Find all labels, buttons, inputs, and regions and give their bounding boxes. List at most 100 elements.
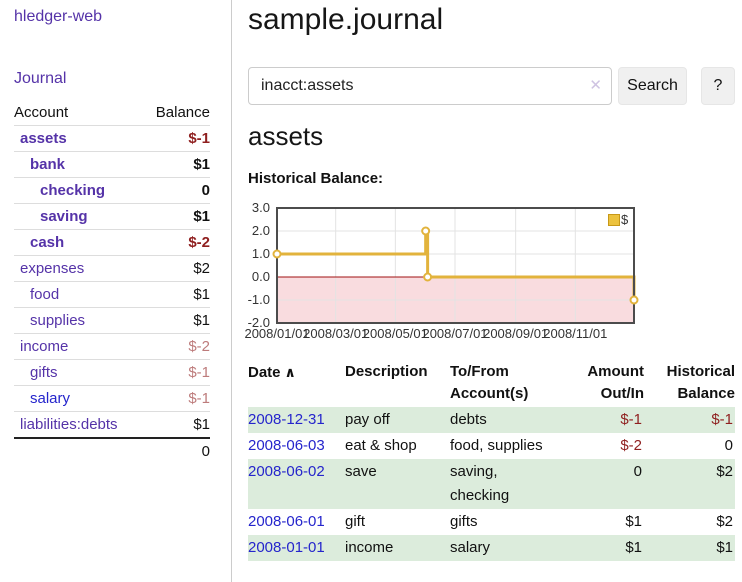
account-link-expenses[interactable]: expenses: [20, 260, 85, 277]
accounts-total-row: 0: [14, 437, 210, 464]
transaction-accounts: salary: [450, 535, 560, 561]
historical-balance-chart: 3.0 2.0 1.0 0.0 -1.0 -2.0 2008/01/01 2008/03/01…: [240, 199, 742, 347]
accounts-total-value: 0: [142, 437, 210, 464]
account-row: expenses $2: [14, 255, 210, 282]
chart-plot-area: [272, 207, 639, 324]
transaction-balance: $2: [644, 459, 735, 509]
y-axis-tick: 0.0: [251, 269, 270, 284]
search-form: ✕ Search ?: [248, 67, 735, 105]
accounts-table: Account Balance assets $-1 bank $1 checking 0…: [14, 100, 210, 464]
x-axis-tick: 2008/09/01: [483, 326, 549, 341]
account-link-supplies[interactable]: supplies: [30, 312, 86, 329]
account-link-salary[interactable]: salary: [30, 390, 71, 407]
transaction-accounts: saving, checking: [450, 459, 560, 509]
sort-ascending-icon: ∧: [284, 364, 296, 380]
account-row: gifts $-1: [14, 359, 210, 386]
search-field-wrap: ✕: [248, 67, 612, 105]
account-row: food $1: [14, 281, 210, 308]
account-link-assets[interactable]: assets: [20, 130, 67, 147]
account-link-checking[interactable]: checking: [40, 182, 106, 199]
register-header-amount-out-in: Amount Out/In: [587, 363, 644, 402]
sidebar-item-journal[interactable]: Journal: [14, 70, 67, 87]
account-link-income[interactable]: income: [20, 338, 69, 355]
data-point-marker: [421, 226, 431, 236]
sidebar: hledger-web Journal Account Balance asse…: [0, 0, 232, 582]
transaction-description: eat & shop: [345, 437, 417, 454]
account-link-bank[interactable]: bank: [30, 156, 66, 173]
account-row: salary $-1: [14, 385, 210, 412]
transaction-amount: 0: [560, 459, 644, 509]
register-row: 2008-06-03 eat & shop food, supplies $-2 0: [248, 433, 735, 459]
account-link-gifts[interactable]: gifts: [30, 364, 58, 381]
register-header-to-from-account-s-: To/From Account(s): [450, 363, 529, 402]
transaction-date-link[interactable]: 2008-06-03: [248, 437, 325, 454]
account-row: saving $1: [14, 203, 210, 230]
transaction-amount: $-2: [620, 437, 642, 454]
x-axis-tick: 2008/07/01: [422, 326, 488, 341]
account-balance: $1: [142, 281, 210, 308]
transaction-date-link[interactable]: 2008-01-01: [248, 539, 325, 556]
transaction-accounts: gifts: [450, 513, 478, 530]
account-balance: $-2: [142, 229, 210, 256]
account-link-food[interactable]: food: [30, 286, 60, 303]
data-point-marker: [423, 272, 433, 282]
transaction-accounts: food, supplies: [450, 437, 543, 454]
plot-border: [276, 207, 635, 324]
account-balance: $1: [142, 203, 210, 230]
chart-legend: $: [608, 212, 628, 227]
transaction-description: save: [345, 459, 450, 509]
register-header-historical-balance: Historical Balance: [666, 363, 735, 402]
brand-link[interactable]: hledger-web: [14, 8, 103, 25]
accounts-header-balance: Balance: [155, 104, 210, 121]
account-link-cash[interactable]: cash: [30, 234, 65, 251]
account-row: bank $1: [14, 151, 210, 178]
register-row: 2008-06-02 save saving, checking 0 $2: [248, 459, 735, 509]
account-row: liabilities:debts $1: [14, 411, 210, 438]
register-header-description: Description: [345, 363, 428, 380]
transaction-date-link[interactable]: 2008-06-02: [248, 463, 325, 480]
account-link-liabilities-debts[interactable]: liabilities:debts: [20, 416, 118, 433]
transaction-balance: $1: [644, 535, 735, 561]
account-row: cash $-2: [14, 229, 210, 256]
transaction-description: gift: [345, 513, 366, 530]
account-row: assets $-1: [14, 125, 210, 152]
transaction-amount: $1: [625, 513, 642, 530]
register-row: 2008-01-01 income salary $1 $1: [248, 535, 735, 561]
x-axis-tick: 2008/03/01: [303, 326, 369, 341]
transaction-date-link[interactable]: 2008-06-01: [248, 513, 325, 530]
register-header-date: Date ∧: [248, 364, 296, 381]
account-row: supplies $1: [14, 307, 210, 334]
y-axis-tick: 1.0: [251, 246, 270, 261]
clear-search-icon[interactable]: ✕: [589, 77, 602, 94]
register-table: Date ∧ Description To/From Account(s) Amount…: [248, 359, 735, 561]
data-point-marker: [272, 249, 282, 259]
transaction-date-link[interactable]: 2008-12-31: [248, 411, 325, 428]
help-button[interactable]: ?: [701, 67, 735, 105]
account-balance: $1: [142, 307, 210, 334]
search-input[interactable]: [248, 67, 612, 105]
account-row: checking 0: [14, 177, 210, 204]
y-axis-tick: -2.0: [247, 315, 270, 330]
y-axis-tick: -1.0: [247, 292, 270, 307]
register-row: 2008-06-01 gift gifts $1 $2: [248, 509, 735, 535]
search-button[interactable]: Search: [618, 67, 687, 105]
account-balance: $-1: [142, 125, 210, 152]
account-balance: 0: [142, 177, 210, 204]
transaction-accounts: debts: [450, 407, 560, 433]
x-axis-tick: 2008/01/01: [244, 326, 310, 341]
account-balance: $1: [142, 151, 210, 178]
account-balance: $-1: [142, 359, 210, 386]
transaction-balance: $2: [716, 513, 733, 530]
transaction-balance: $-1: [644, 407, 735, 433]
transaction-description: income: [345, 535, 450, 561]
account-balance: $-1: [142, 385, 210, 412]
account-balance: $-2: [142, 333, 210, 360]
legend-label: $: [621, 212, 629, 227]
y-axis-tick: 3.0: [251, 200, 270, 215]
x-axis-tick: 2008/11/01: [543, 326, 608, 341]
accounts-header-account: Account: [14, 104, 69, 121]
account-heading: assets: [248, 121, 324, 151]
transaction-amount: $1: [560, 535, 644, 561]
account-link-saving[interactable]: saving: [40, 208, 88, 225]
